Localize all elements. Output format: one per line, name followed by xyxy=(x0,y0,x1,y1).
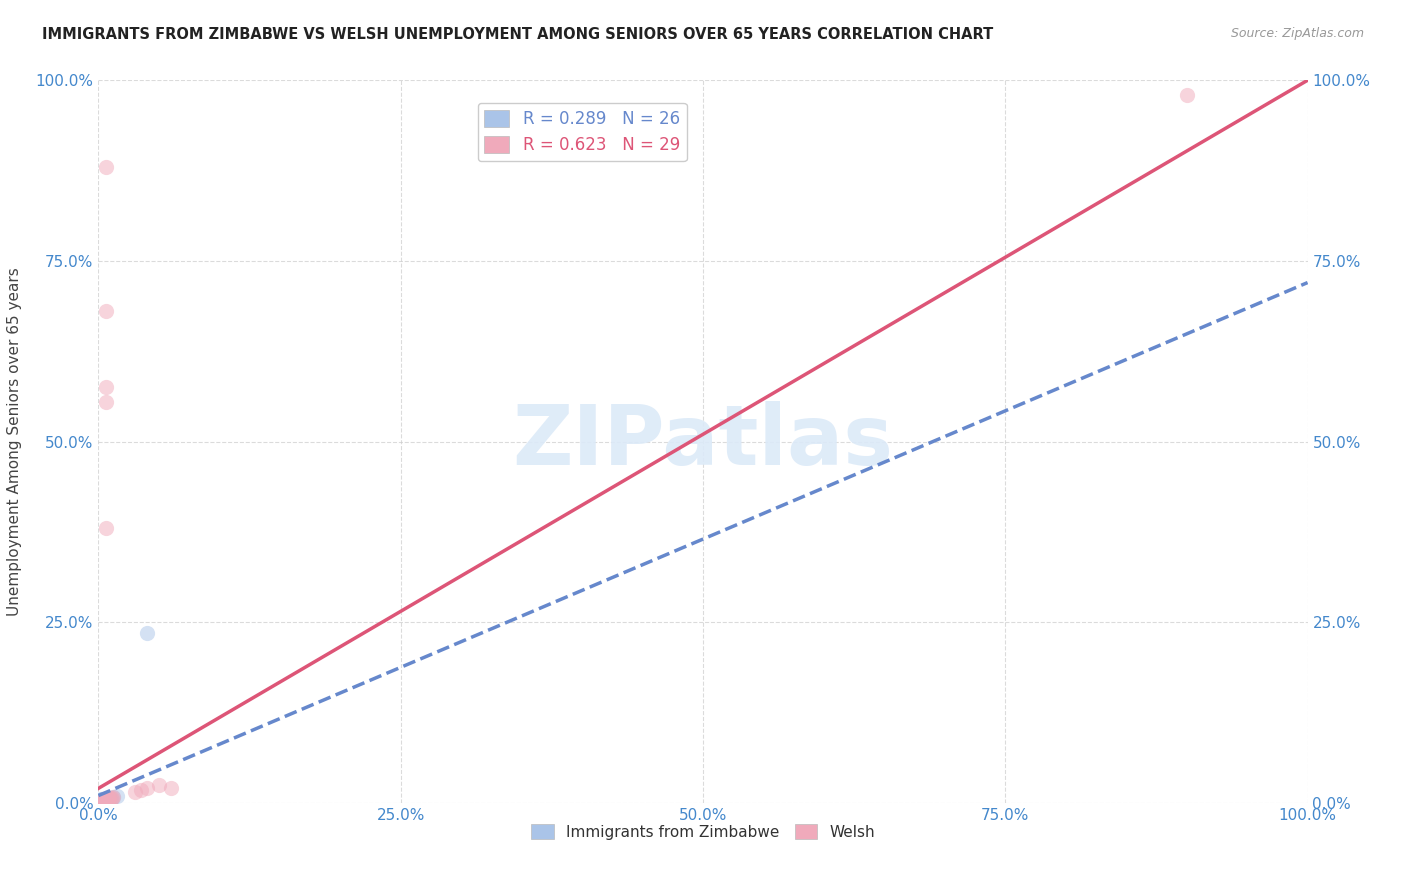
Text: ZIPatlas: ZIPatlas xyxy=(513,401,893,482)
Point xyxy=(135,781,157,796)
Point xyxy=(97,792,120,806)
Point xyxy=(94,394,117,409)
Point xyxy=(91,794,114,808)
Point xyxy=(97,792,120,806)
Text: IMMIGRANTS FROM ZIMBABWE VS WELSH UNEMPLOYMENT AMONG SENIORS OVER 65 YEARS CORRE: IMMIGRANTS FROM ZIMBABWE VS WELSH UNEMPL… xyxy=(42,27,994,42)
Point xyxy=(129,782,152,797)
Point xyxy=(91,794,114,808)
Point xyxy=(93,794,115,808)
Point xyxy=(94,160,117,174)
Point xyxy=(1175,87,1198,102)
Point xyxy=(160,781,183,796)
Point xyxy=(101,790,124,805)
Point xyxy=(91,794,114,808)
Point xyxy=(91,793,114,807)
Point xyxy=(94,304,117,318)
Point xyxy=(96,791,118,805)
Point xyxy=(100,792,122,806)
Text: Source: ZipAtlas.com: Source: ZipAtlas.com xyxy=(1230,27,1364,40)
Point xyxy=(91,792,114,806)
Point xyxy=(100,790,122,805)
Point xyxy=(91,794,114,808)
Point xyxy=(94,521,117,535)
Point xyxy=(98,790,121,805)
Point xyxy=(93,792,115,806)
Point xyxy=(96,792,118,806)
Point xyxy=(124,785,146,799)
Point xyxy=(93,794,115,808)
Point xyxy=(148,778,170,792)
Legend: Immigrants from Zimbabwe, Welsh: Immigrants from Zimbabwe, Welsh xyxy=(524,818,882,846)
Point xyxy=(97,793,120,807)
Point xyxy=(90,793,112,807)
Point xyxy=(101,790,124,805)
Point xyxy=(105,789,128,803)
Point xyxy=(91,793,114,807)
Point xyxy=(98,791,121,805)
Point xyxy=(100,790,122,805)
Point xyxy=(90,794,112,808)
Point xyxy=(94,380,117,394)
Point xyxy=(90,792,112,806)
Point xyxy=(96,792,118,806)
Point xyxy=(91,794,114,808)
Point xyxy=(91,793,114,807)
Point xyxy=(98,792,121,806)
Point xyxy=(91,792,114,806)
Point xyxy=(94,793,117,807)
Point xyxy=(91,794,114,808)
Point xyxy=(94,792,117,806)
Y-axis label: Unemployment Among Seniors over 65 years: Unemployment Among Seniors over 65 years xyxy=(7,268,21,615)
Point xyxy=(94,792,117,806)
Point xyxy=(93,793,115,807)
Point xyxy=(135,626,157,640)
Point xyxy=(91,794,114,808)
Point xyxy=(93,794,115,808)
Point xyxy=(94,793,117,807)
Point xyxy=(96,793,118,807)
Point xyxy=(97,791,120,805)
Point xyxy=(90,794,112,808)
Point xyxy=(94,794,117,808)
